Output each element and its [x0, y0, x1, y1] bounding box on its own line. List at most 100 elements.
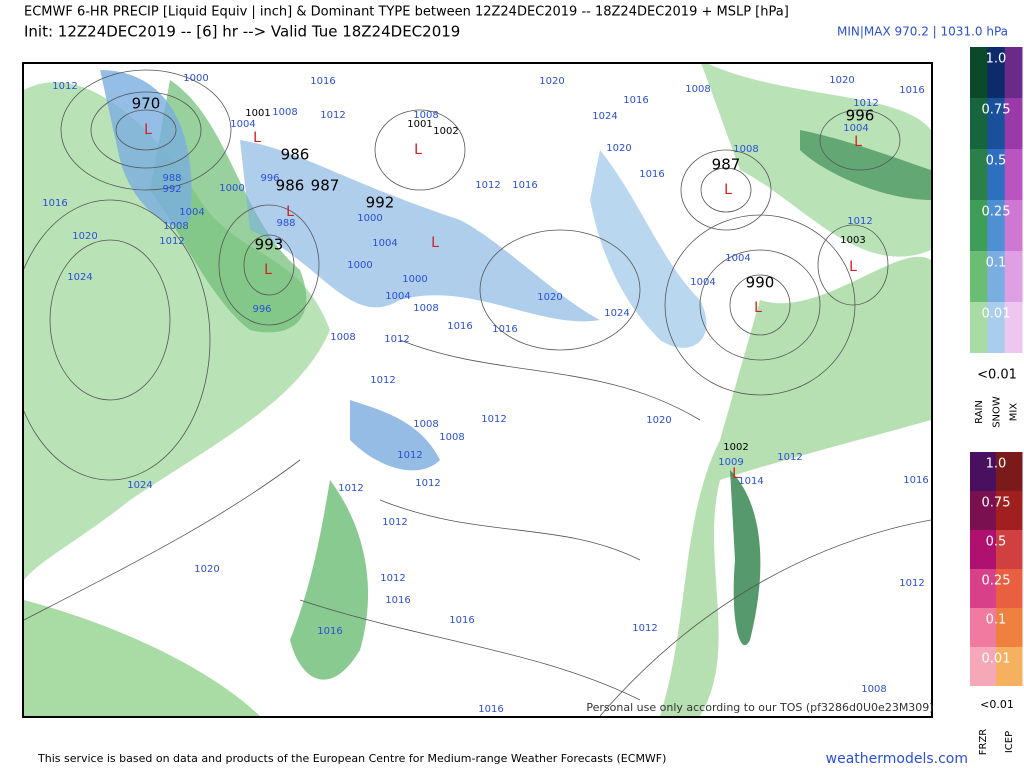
- pressure-center: 986: [276, 177, 305, 195]
- low-marker: L: [754, 300, 762, 316]
- type-label: MIX: [1009, 403, 1020, 422]
- colorbar-cell: [970, 452, 997, 491]
- low-marker: L: [724, 182, 732, 198]
- isobar-label: 1009: [718, 457, 743, 468]
- colorbar-cell: [970, 569, 997, 608]
- title: ECMWF 6-HR PRECIP [Liquid Equiv | inch] …: [24, 5, 789, 20]
- isobar-label: 1008: [413, 419, 438, 430]
- isobar-label: 1012: [320, 110, 345, 121]
- colorbar-label: 0.01: [982, 652, 1011, 667]
- pressure-center-small: 1003: [840, 235, 865, 246]
- colorbar-cell: [987, 98, 1006, 149]
- footer-brand: weathermodels.com: [826, 751, 968, 767]
- isobar-label: 1008: [733, 144, 758, 155]
- isobar-label: 1012: [159, 236, 184, 247]
- type-label: SNOW: [991, 396, 1002, 428]
- pressure-center: 992: [366, 194, 395, 212]
- colorbar-cell: [987, 47, 1006, 98]
- colorbar-cell: [1004, 200, 1023, 251]
- colorbar-label: 0.75: [982, 496, 1011, 511]
- colorbar-cell: [996, 530, 1023, 569]
- type-label: RAIN: [974, 400, 985, 424]
- isobar-label: 1012: [632, 623, 657, 634]
- colorbar-label: 1.0: [986, 52, 1007, 67]
- isobar-label: 992: [162, 184, 181, 195]
- isobar-label: 1004: [725, 253, 750, 264]
- isobar-label: 1012: [338, 483, 363, 494]
- pressure-center: 987: [712, 156, 741, 174]
- colorbar-cell: [970, 530, 997, 569]
- colorbar-cell: [987, 149, 1006, 200]
- pressure-center-small: 1002: [723, 442, 748, 453]
- isobar-label: 1012: [384, 334, 409, 345]
- colorbar-cell: [970, 98, 988, 149]
- isobar-label: 1016: [903, 475, 928, 486]
- isobar-label: 1020: [606, 143, 631, 154]
- colorbar-label: 0.5: [986, 535, 1007, 550]
- colorbar-cell: [970, 608, 997, 647]
- colorbar-cell: [996, 452, 1023, 491]
- colorbar-cell: [1004, 149, 1023, 200]
- isobar-label: 1008: [413, 303, 438, 314]
- isobar-label: 988: [276, 218, 295, 229]
- colorbar-label: 0.25: [982, 205, 1011, 220]
- notice: Personal use only according to our TOS (…: [586, 701, 933, 714]
- colorbar-cell: [970, 149, 988, 200]
- footer-source: This service is based on data and produc…: [37, 752, 666, 765]
- below-label: <0.01: [977, 368, 1017, 383]
- isobar-label: 1012: [397, 450, 422, 461]
- colorbar-label: 0.75: [982, 103, 1011, 118]
- isobar-label: 1016: [478, 704, 503, 715]
- pressure-center: 987: [311, 177, 340, 195]
- isobar-label: 1012: [382, 517, 407, 528]
- below-label: <0.01: [980, 698, 1014, 711]
- isobar-label: 1008: [163, 221, 188, 232]
- isobar-label: 1016: [385, 595, 410, 606]
- colorbar-label: 0.5: [986, 154, 1007, 169]
- colorbar-label: 0.1: [986, 613, 1007, 628]
- isobar-label: 1016: [623, 95, 648, 106]
- isobar-label: 1012: [899, 578, 924, 589]
- low-marker: L: [286, 204, 294, 220]
- isobar-label: 1016: [639, 169, 664, 180]
- legend: 1.0 1.0 0.75 0.75 0.5 0.5 0.25 0.25 0.1 0.1 0.01 0.…: [970, 47, 1023, 755]
- isobar-label: 1012: [52, 81, 77, 92]
- low-marker: L: [854, 134, 862, 150]
- colorbar-label: 0.1: [986, 256, 1007, 271]
- minmax: MIN|MAX 970.2 | 1031.0 hPa: [837, 25, 1008, 39]
- isobar-label: 1024: [592, 111, 617, 122]
- isobar-label: 1008: [330, 332, 355, 343]
- isobar-label: 1012: [777, 452, 802, 463]
- isobar-label: 1004: [230, 119, 255, 130]
- isobar-label: 1008: [272, 107, 297, 118]
- type-label: ICEP: [1004, 731, 1015, 753]
- isobar-label: 1016: [512, 180, 537, 191]
- pressure-center-small: 1001: [245, 108, 270, 119]
- low-marker: L: [253, 130, 261, 146]
- colorbar-cell: [987, 251, 1006, 302]
- isobar-label: 1008: [685, 84, 710, 95]
- isobar-label: 1004: [372, 238, 397, 249]
- colorbar-cell: [987, 302, 1006, 353]
- colorbar-cell: [970, 647, 997, 686]
- isobar-label: 1000: [183, 73, 208, 84]
- isobar-label: 1016: [42, 198, 67, 209]
- isobar-label: 1020: [539, 76, 564, 87]
- pressure-center: 970: [132, 95, 161, 113]
- type-label: FRZR: [978, 729, 989, 756]
- low-marker: L: [431, 235, 439, 251]
- colorbar-cell: [1004, 302, 1023, 353]
- isobar-label: 1014: [738, 476, 763, 487]
- isobar-label: 1016: [310, 76, 335, 87]
- isobar-label: 1016: [492, 324, 517, 335]
- isobar-label: 1004: [843, 123, 868, 134]
- colorbar-cell: [996, 608, 1023, 647]
- pressure-center: 986: [281, 146, 310, 164]
- isobar-label: 1000: [357, 213, 382, 224]
- colorbar-label: 0.25: [982, 574, 1011, 589]
- isobar-label: 1024: [127, 480, 152, 491]
- isobar-label: 1004: [179, 207, 204, 218]
